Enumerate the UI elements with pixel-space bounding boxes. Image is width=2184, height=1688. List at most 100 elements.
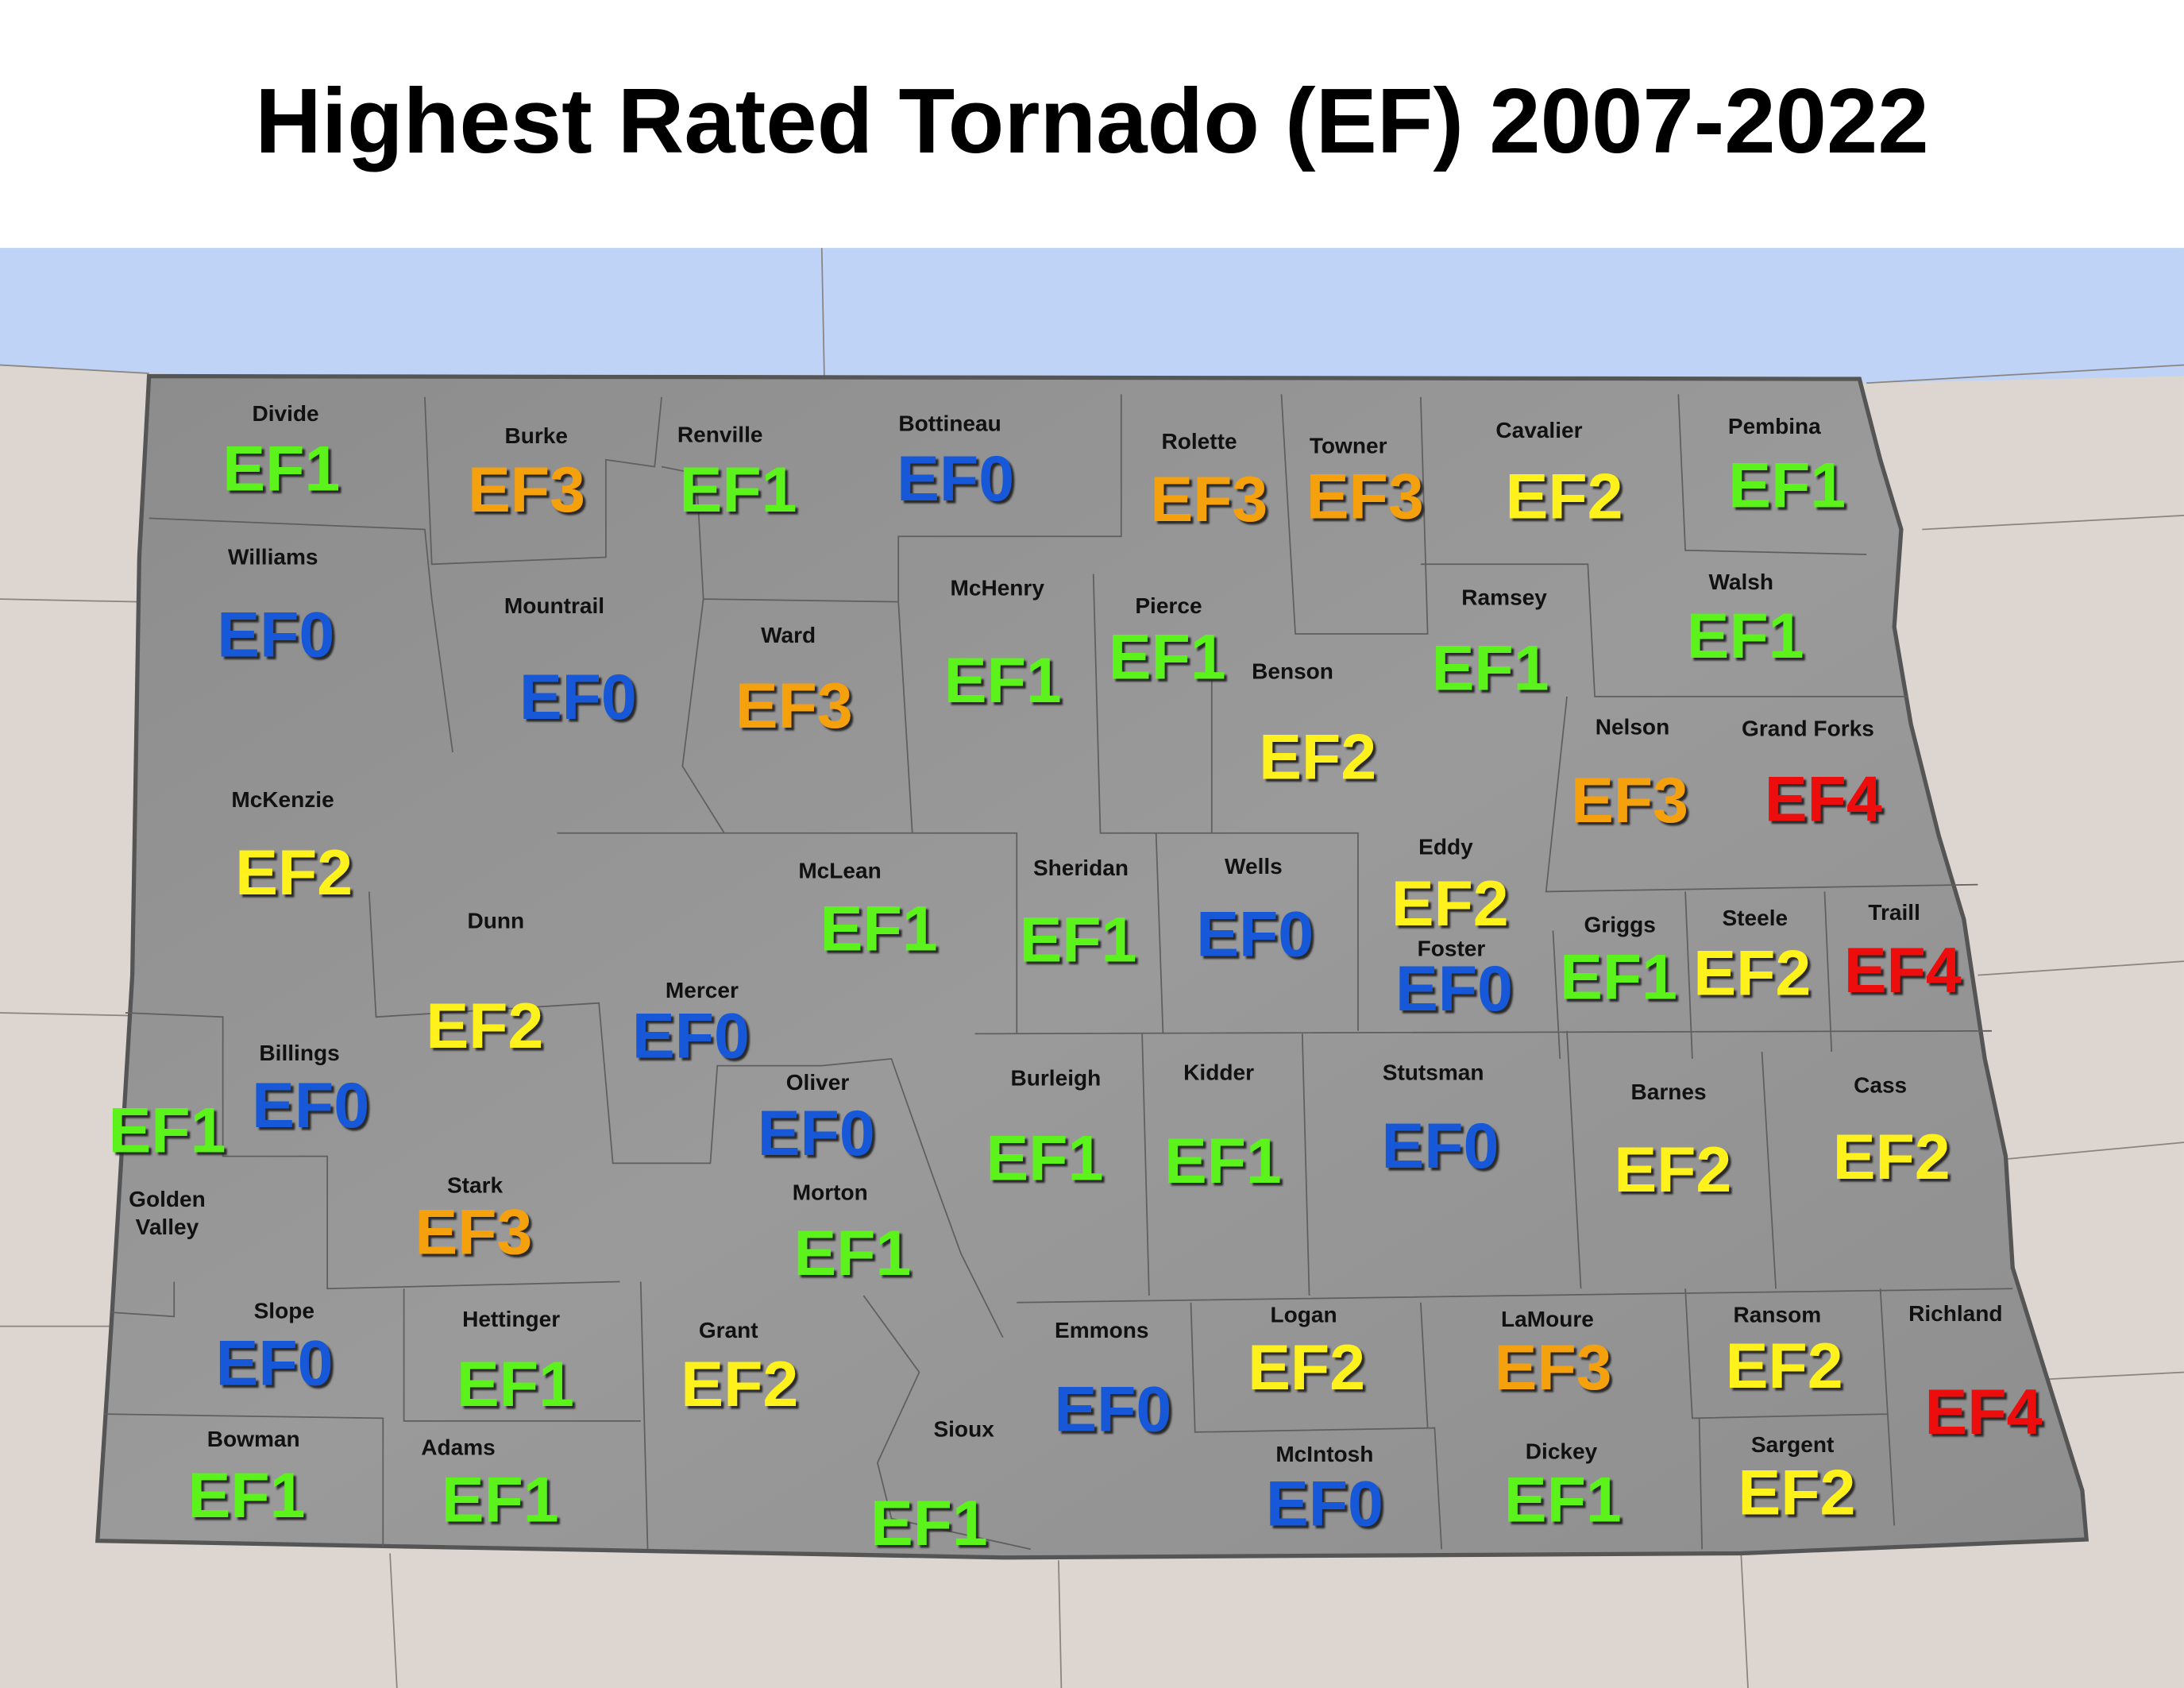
county-name: Rolette	[1161, 429, 1237, 454]
county-name: Kidder	[1183, 1060, 1254, 1085]
county-name: Wells	[1225, 854, 1283, 879]
county-rating: EF1	[187, 1460, 305, 1532]
county-name: Benson	[1252, 659, 1333, 683]
county-name: Traill	[1868, 900, 1920, 925]
county-rating: EF4	[1844, 935, 1962, 1006]
county-rating: EF1	[108, 1095, 226, 1167]
county-name: Richland	[1908, 1301, 2002, 1326]
county-rating: EF2	[426, 991, 543, 1062]
county-name: Foster	[1418, 936, 1486, 960]
county-rating: EF1	[457, 1349, 574, 1420]
county-rating: EF2	[1259, 722, 1376, 794]
county-rating: EF0	[252, 1070, 369, 1141]
county-name: McHenry	[950, 575, 1044, 600]
county-rating: EF1	[222, 434, 340, 505]
county-rating: EF3	[415, 1197, 532, 1269]
county-name: Ransom	[1734, 1303, 1822, 1327]
county-name: Mountrail	[504, 593, 604, 618]
county-rating: EF2	[1506, 462, 1623, 533]
county-name: Grant	[699, 1318, 758, 1342]
county-name: Mercer	[666, 978, 739, 1002]
county-rating: EF1	[680, 454, 797, 526]
county-rating: EF3	[1571, 765, 1688, 836]
county-rating: EF2	[1738, 1458, 1855, 1529]
county-rating: EF2	[1614, 1134, 1731, 1206]
county-rating: EF0	[216, 1328, 334, 1400]
county-rating: EF4	[1924, 1377, 2042, 1448]
county-name: Sargent	[1751, 1432, 1834, 1457]
county-name: McKenzie	[231, 787, 334, 812]
county-name: Ramsey	[1461, 585, 1547, 610]
county-name: Golden Valley	[129, 1187, 206, 1239]
county-name: Bottineau	[898, 411, 1001, 435]
county-rating: EF1	[1164, 1126, 1282, 1197]
county-rating: EF1	[793, 1218, 911, 1289]
county-name: Cass	[1854, 1072, 1907, 1097]
county-rating: EF2	[681, 1349, 798, 1420]
map-title: Highest Rated Tornado (EF) 2007-2022	[255, 69, 1929, 172]
county-rating: EF3	[468, 454, 585, 526]
county-rating: EF3	[735, 670, 853, 742]
county-rating: EF0	[1381, 1111, 1499, 1182]
county-name: Walsh	[1708, 570, 1773, 594]
county-name: LaMoure	[1501, 1307, 1594, 1331]
county-name: Bowman	[207, 1427, 300, 1451]
county-name: McIntosh	[1275, 1442, 1373, 1466]
county-rating: EF0	[758, 1098, 875, 1169]
county-name: Morton	[793, 1180, 868, 1204]
county-name: Eddy	[1418, 834, 1473, 859]
county-rating: EF1	[1432, 632, 1549, 704]
county-rating: EF2	[1693, 937, 1811, 1009]
county-rating: EF3	[1306, 462, 1424, 533]
county-rating: EF0	[1196, 898, 1314, 970]
county-name: Burke	[504, 423, 568, 448]
county-name: Logan	[1270, 1303, 1337, 1327]
state-outline	[95, 373, 2089, 1560]
county-name: Hettinger	[462, 1307, 560, 1331]
county-name: Barnes	[1630, 1080, 1706, 1104]
county-name: Dunn	[468, 908, 525, 933]
county-rating: EF1	[1019, 904, 1136, 975]
county-name: Stutsman	[1383, 1060, 1484, 1085]
county-name: Williams	[228, 545, 318, 570]
canada-region	[0, 248, 2184, 393]
county-borders	[104, 394, 2013, 1551]
neighbor-borders	[0, 248, 2184, 1688]
county-rating: EF1	[986, 1123, 1103, 1195]
county-rating: EF2	[1833, 1122, 1951, 1193]
county-name: Sioux	[933, 1417, 994, 1442]
county-name: Adams	[421, 1435, 496, 1459]
county-rating: EF1	[820, 893, 938, 964]
county-name: Ward	[761, 623, 816, 647]
county-rating: EF2	[1248, 1332, 1365, 1404]
county-name: Griggs	[1584, 913, 1655, 937]
county-rating: EF1	[1504, 1464, 1622, 1535]
county-name: Pembina	[1728, 414, 1821, 438]
county-name: Sheridan	[1033, 856, 1129, 880]
county-name: Grand Forks	[1742, 716, 1874, 740]
county-name: Billings	[259, 1041, 339, 1065]
county-name: Burleigh	[1011, 1066, 1102, 1091]
county-rating: EF1	[442, 1464, 559, 1535]
county-rating: EF2	[1391, 868, 1509, 940]
county-rating: EF4	[1765, 763, 1882, 835]
county-rating: EF0	[217, 599, 334, 670]
county-rating: EF0	[1266, 1469, 1383, 1540]
county-rating: EF0	[632, 1000, 750, 1072]
county-name: Renville	[677, 422, 763, 446]
county-name: McLean	[798, 858, 881, 883]
county-name: Oliver	[786, 1070, 850, 1095]
county-rating: EF1	[1687, 601, 1804, 672]
county-name: Divide	[252, 401, 318, 426]
county-rating: EF1	[1728, 450, 1846, 522]
county-name: Slope	[254, 1298, 314, 1323]
county-rating: EF1	[1109, 621, 1226, 693]
county-rating: EF0	[1395, 953, 1513, 1025]
county-name: Dickey	[1526, 1439, 1598, 1464]
county-rating: EF0	[519, 662, 637, 733]
county-name: Towner	[1310, 433, 1387, 458]
county-rating: EF0	[897, 443, 1014, 515]
county-rating: EF1	[944, 645, 1062, 717]
